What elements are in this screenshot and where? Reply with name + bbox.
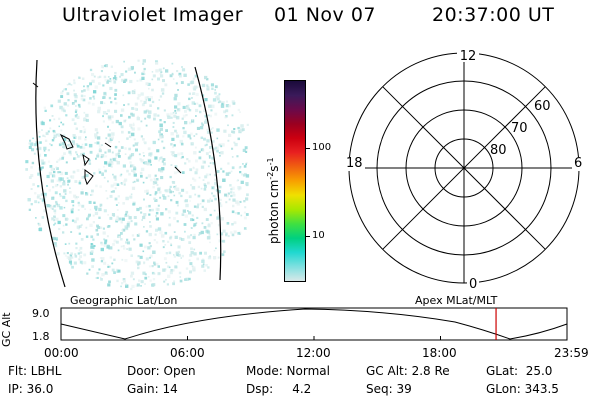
- glat-value: GLat: 25.0: [486, 364, 553, 378]
- colorbar-title: photon cm-2s-1: [266, 157, 281, 244]
- colorbar: [284, 80, 306, 282]
- altitude-curve: [60, 308, 568, 340]
- left-boundary-curve: [35, 59, 66, 288]
- uv-intensity-field: [25, 59, 250, 291]
- timeline-plot: [60, 307, 568, 341]
- timeline-ymin: 1.8: [32, 330, 50, 343]
- x-tick-1800: 18:00: [422, 346, 457, 360]
- x-tick-0600: 06:00: [170, 346, 205, 360]
- seq-value: Seq: 39: [366, 382, 412, 396]
- mlt-label-12: 12: [460, 50, 477, 64]
- lat-label-60: 60: [534, 99, 551, 114]
- gain-value: Gain: 14: [127, 382, 178, 396]
- colorbar-tick-100: 100: [312, 142, 332, 153]
- colorbar-gradient: [285, 81, 305, 281]
- x-tick-0000: 00:00: [44, 346, 79, 360]
- mode-value: Mode: Normal: [246, 364, 330, 378]
- x-tick-1200: 12:00: [296, 346, 331, 360]
- timeline-left-title: Geographic Lat/Lon: [70, 294, 178, 307]
- date-label: 01 Nov 07: [274, 4, 377, 26]
- mlt-label-0: 0: [469, 277, 477, 290]
- polar-diagonal-2: [382, 86, 546, 250]
- auroral-image: [25, 59, 250, 291]
- colorbar-unit-base: photon cm: [267, 179, 281, 244]
- coastline-outlines: [32, 82, 182, 186]
- colorbar-tick-mark-10: [305, 236, 310, 237]
- gc-alt-value: GC Alt: 2.8 Re: [366, 364, 450, 378]
- door-value: Door: Open: [127, 364, 196, 378]
- timeline-ylabel: GC Alt: [0, 312, 13, 347]
- glon-value: GLon: 343.5: [486, 382, 559, 396]
- ip-value: IP: 36.0: [8, 382, 54, 396]
- colorbar-tick-10: 10: [312, 230, 325, 241]
- timeline-ymax: 9.0: [32, 307, 50, 320]
- lat-label-80: 80: [490, 143, 507, 158]
- instrument-title: Ultraviolet Imager: [62, 4, 244, 26]
- dsp-value: Dsp: 4.2: [246, 382, 312, 396]
- colorbar-unit-exp1: -2: [266, 171, 275, 180]
- colorbar-tick-marks: [305, 148, 310, 149]
- timeline-ticks: [60, 336, 568, 340]
- mlt-label-18: 18: [346, 156, 363, 171]
- polar-plot: 12 18 6 0 60 70 80: [345, 50, 586, 290]
- right-boundary-curve: [194, 66, 222, 281]
- timeline-right-title: Apex MLat/MLT: [415, 294, 498, 307]
- lat-label-70: 70: [511, 121, 528, 136]
- filter-value: Flt: LBHL: [8, 364, 62, 378]
- mlt-label-6: 6: [574, 156, 582, 171]
- x-tick-2359: 23:59: [554, 346, 589, 360]
- colorbar-unit-exp2: -1: [266, 157, 275, 166]
- time-label: 20:37:00 UT: [432, 4, 555, 26]
- colorbar-unit-s: s: [267, 165, 281, 172]
